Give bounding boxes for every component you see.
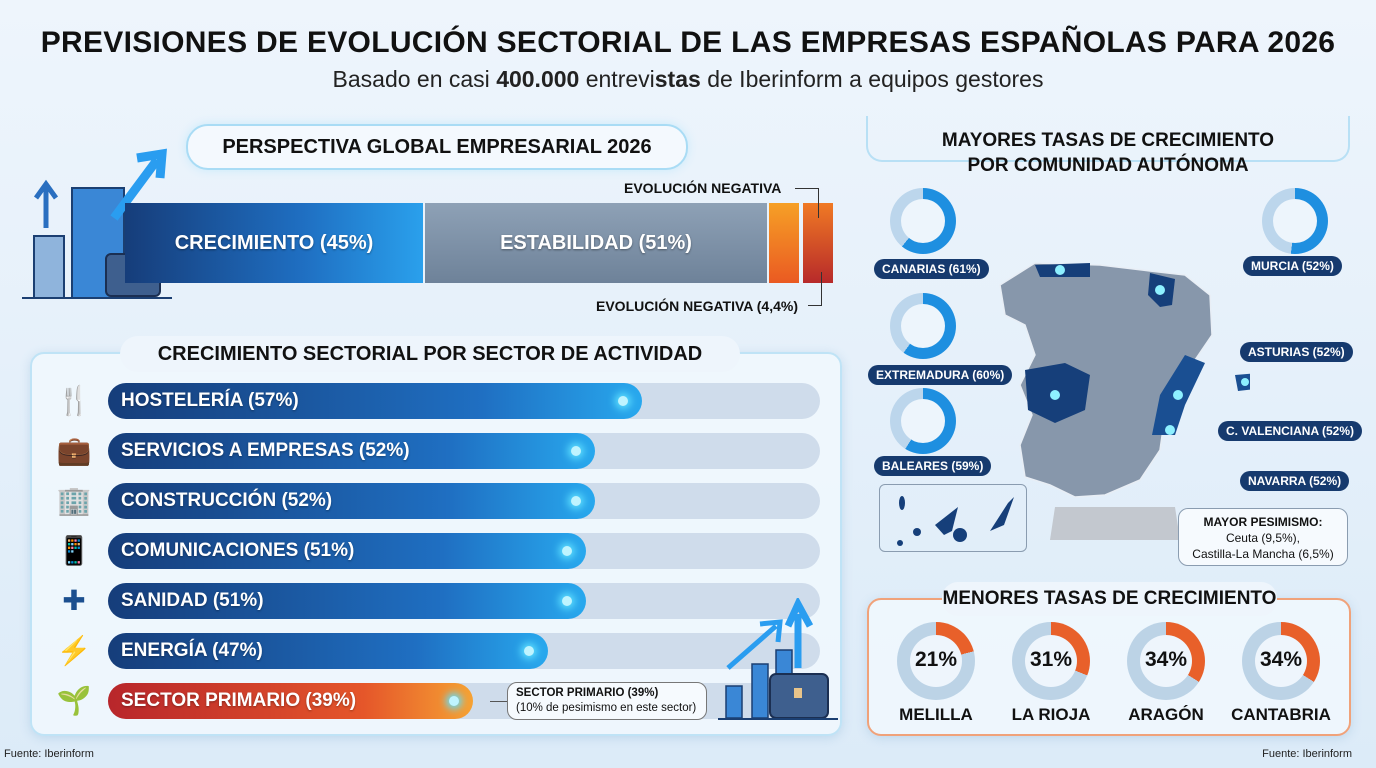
stability-segment: ESTABILIDAD (51%) bbox=[425, 203, 767, 283]
region-label: MURCIA (52%) bbox=[1243, 256, 1342, 276]
sector-bar-track: CONSTRUCCIÓN (52%) bbox=[108, 483, 820, 519]
sector-bar-track: SANIDAD (51%) bbox=[108, 583, 820, 619]
lowest-region-name: CANTABRIA bbox=[1231, 705, 1331, 724]
sector-bar: SANIDAD (51%) bbox=[108, 583, 586, 619]
sector-bar-label: COMUNICACIONES (51%) bbox=[121, 540, 355, 561]
leader-line bbox=[795, 188, 819, 218]
lowest-region-name: MELILLA bbox=[899, 705, 973, 724]
negative-top-label: EVOLUCIÓN NEGATIVA bbox=[624, 180, 782, 196]
lowest-region-name: LA RIOJA bbox=[1011, 705, 1091, 724]
page-subtitle: Basado en casi 400.000 entrevistas de Ib… bbox=[332, 66, 1044, 92]
region-label: C. VALENCIANA (52%) bbox=[1218, 421, 1363, 441]
sector-bar-track: HOSTELERÍA (57%) bbox=[108, 383, 820, 419]
lowest-value: 34% bbox=[1259, 648, 1303, 671]
lowest-value: 21% bbox=[914, 648, 958, 671]
lowest-value: 34% bbox=[1144, 648, 1188, 671]
sector-bar-track: SERVICIOS A EMPRESAS (52%) bbox=[108, 433, 820, 469]
growth-segment: CRECIMIENTO (45%) bbox=[125, 203, 423, 283]
glow-dot bbox=[561, 546, 572, 556]
glow-dot bbox=[571, 496, 582, 506]
growth-chart-briefcase-icon bbox=[718, 598, 838, 720]
regions-title: MAYORES TASAS DE CRECIMIENTO POR COMUNIDA… bbox=[941, 130, 1275, 176]
region-label: CANARIAS (61%) bbox=[874, 259, 989, 279]
glow-dot bbox=[524, 646, 535, 656]
glow-dot bbox=[561, 596, 572, 606]
region-label: EXTREMADURA (60%) bbox=[868, 365, 1013, 385]
region-donut bbox=[1262, 188, 1328, 254]
spain-map bbox=[999, 262, 1250, 540]
buildings-icon: 🏢 bbox=[56, 485, 92, 516]
region-label: ASTURIAS (52%) bbox=[1240, 342, 1353, 362]
sector-bar-label: ENERGÍA (47%) bbox=[121, 640, 263, 661]
glow-dot bbox=[449, 696, 460, 706]
sector-bar: ENERGÍA (47%) bbox=[108, 633, 549, 669]
sector-bar-label: SANIDAD (51%) bbox=[121, 590, 264, 611]
sector-bar: COMUNICACIONES (51%) bbox=[108, 533, 586, 569]
plant-icon: 🌱 bbox=[56, 685, 92, 716]
lowest-region-name: ARAGÓN bbox=[1128, 705, 1204, 724]
sector-bar: SECTOR PRIMARIO (39%) bbox=[108, 683, 474, 719]
sector-bar-track: SECTOR PRIMARIO (39%) bbox=[108, 683, 820, 719]
negative-bottom-label: EVOLUCIÓN NEGATIVA (4,4%) bbox=[596, 298, 798, 314]
global-title: PERSPECTIVA GLOBAL EMPRESARIAL 2026 bbox=[186, 124, 688, 170]
sector-bar-label: SECTOR PRIMARIO (39%) bbox=[121, 690, 357, 711]
energy-bolt-icon: ⚡ bbox=[56, 635, 92, 666]
negative-segment-1 bbox=[769, 203, 799, 283]
lowest-title: MENORES TASAS DE CRECIMIENTO bbox=[942, 582, 1277, 616]
sector-bar-track: COMUNICACIONES (51%) bbox=[108, 533, 820, 569]
sector-bar: HOSTELERÍA (57%) bbox=[108, 383, 642, 419]
restaurant-icon: 🍴 bbox=[56, 385, 92, 416]
sectors-title: CRECIMIENTO SECTORIAL POR SECTOR DE ACTI… bbox=[120, 336, 740, 372]
lowest-donut: 34% bbox=[1242, 622, 1320, 700]
regions-title-frame bbox=[866, 116, 1350, 162]
medical-kit-icon: ✚ bbox=[62, 585, 86, 616]
briefcase-document-icon: 💼 bbox=[56, 435, 92, 466]
lowest-value: 31% bbox=[1029, 648, 1073, 671]
lowest-donut: 34% bbox=[1127, 622, 1205, 700]
leader-line bbox=[490, 701, 508, 702]
region-donut bbox=[890, 293, 956, 359]
sector-bar-label: CONSTRUCCIÓN (52%) bbox=[121, 490, 333, 511]
sector-bar-track: ENERGÍA (47%) bbox=[108, 633, 820, 669]
glow-dot bbox=[571, 446, 582, 456]
leader-line bbox=[808, 272, 822, 306]
sector-bar: SERVICIOS A EMPRESAS (52%) bbox=[108, 433, 596, 469]
pessimism-callout: MAYOR PESIMISMO: Ceuta (9,5%), Castilla-La… bbox=[1178, 508, 1348, 566]
sector-bar: CONSTRUCCIÓN (52%) bbox=[108, 483, 596, 519]
sector-primario-callout: SECTOR PRIMARIO (39%) (10% de pesimismo e… bbox=[507, 682, 707, 720]
region-label: NAVARRA (52%) bbox=[1240, 471, 1350, 491]
region-label: BALEARES (59%) bbox=[874, 456, 992, 476]
source-right: Fuente: Iberinform bbox=[1262, 748, 1352, 760]
glow-dot bbox=[618, 396, 628, 406]
page-title: PREVISIONES DE EVOLUCIÓN SECTORIAL DE LA… bbox=[40, 26, 1336, 59]
source-left: Fuente: Iberinform bbox=[4, 748, 94, 760]
lowest-donut: 21% bbox=[897, 622, 975, 700]
lowest-donut: 31% bbox=[1012, 622, 1090, 700]
canarias-inset bbox=[879, 484, 1027, 552]
region-donut bbox=[890, 188, 956, 254]
sector-bar-label: HOSTELERÍA (57%) bbox=[121, 390, 299, 411]
sector-bar-label: SERVICIOS A EMPRESAS (52%) bbox=[121, 440, 410, 461]
region-donut bbox=[890, 388, 956, 454]
phone-icon: 📱 bbox=[56, 535, 92, 566]
